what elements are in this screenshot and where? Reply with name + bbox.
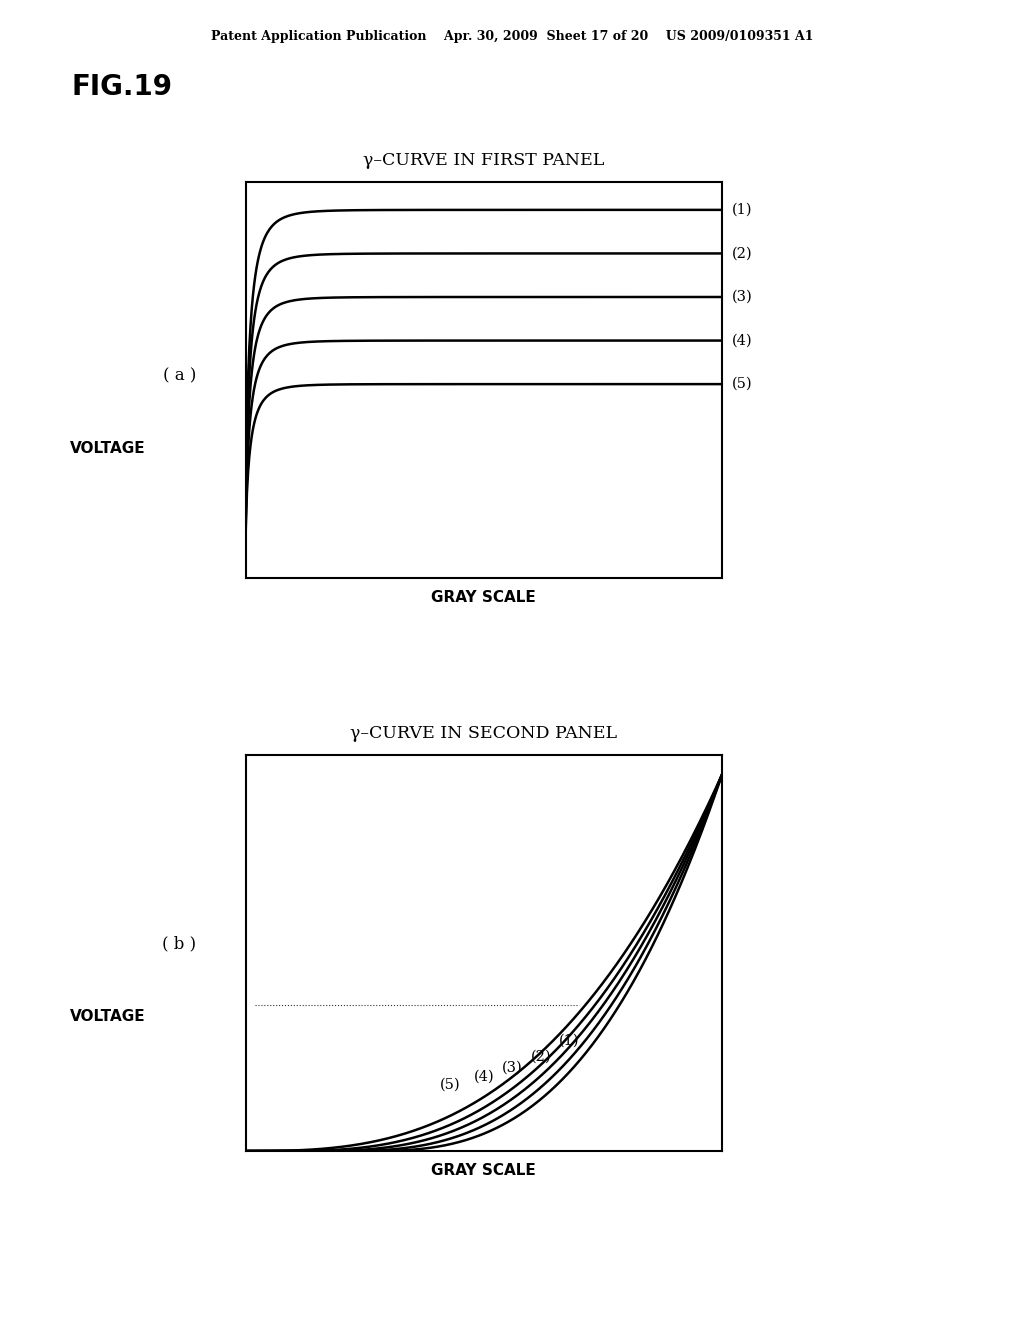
Text: (2): (2) [530,1049,551,1064]
Text: (4): (4) [473,1071,495,1084]
Text: (5): (5) [731,378,752,391]
Text: FIG.19: FIG.19 [72,73,173,100]
Text: Patent Application Publication    Apr. 30, 2009  Sheet 17 of 20    US 2009/01093: Patent Application Publication Apr. 30, … [211,30,813,44]
Text: GRAY SCALE: GRAY SCALE [431,590,537,605]
Text: ( b ): ( b ) [162,936,197,952]
Text: GRAY SCALE: GRAY SCALE [431,1163,537,1177]
Text: γ–CURVE IN FIRST PANEL: γ–CURVE IN FIRST PANEL [364,152,604,169]
Text: (4): (4) [731,334,752,347]
Text: VOLTAGE: VOLTAGE [70,441,145,457]
Text: (3): (3) [502,1061,523,1074]
Text: (2): (2) [731,247,752,260]
Text: (1): (1) [559,1034,580,1048]
Text: (1): (1) [731,203,752,216]
Text: γ–CURVE IN SECOND PANEL: γ–CURVE IN SECOND PANEL [350,725,617,742]
Text: VOLTAGE: VOLTAGE [70,1008,145,1024]
Text: (3): (3) [731,290,753,304]
Text: ( a ): ( a ) [163,368,196,384]
Text: (5): (5) [440,1078,461,1092]
